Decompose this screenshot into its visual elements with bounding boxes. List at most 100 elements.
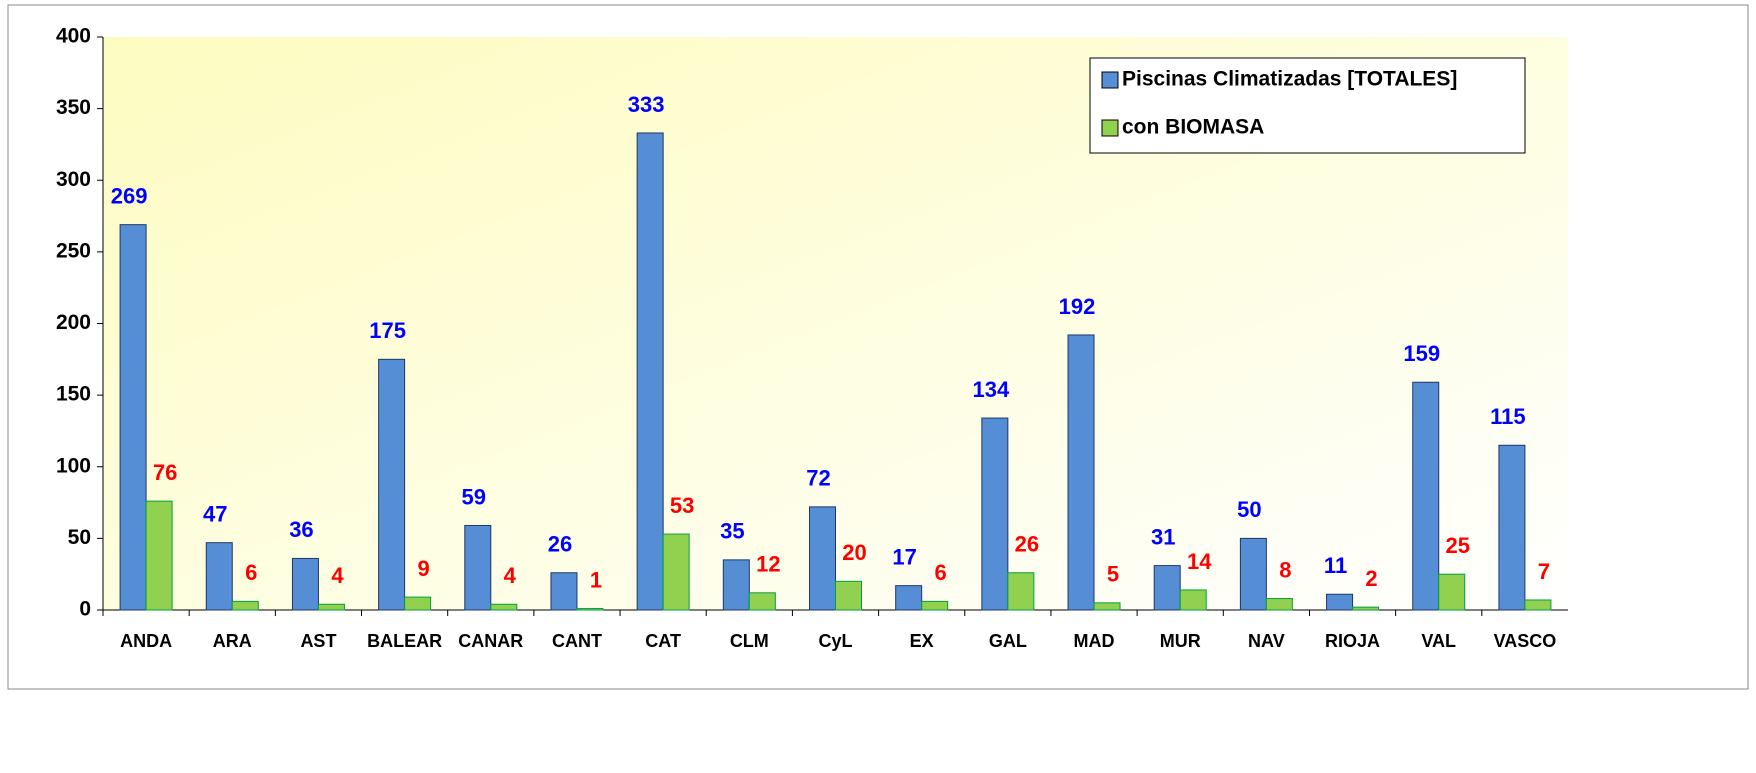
x-tick-label: CANAR xyxy=(458,631,523,651)
value-label: 14 xyxy=(1187,549,1212,574)
bar xyxy=(1179,589,1207,611)
bar xyxy=(1153,565,1181,611)
bar xyxy=(205,542,233,611)
value-label: 1 xyxy=(590,567,602,592)
x-tick-label: RIOJA xyxy=(1325,631,1380,651)
y-tick-label: 200 xyxy=(56,311,91,334)
value-label: 12 xyxy=(756,552,780,577)
y-tick-label: 0 xyxy=(79,598,91,621)
value-label: 50 xyxy=(1237,497,1261,522)
bar xyxy=(119,224,147,611)
bar xyxy=(1239,537,1267,611)
bar xyxy=(1067,334,1095,611)
value-label: 20 xyxy=(842,540,866,565)
bar xyxy=(895,585,923,611)
bar xyxy=(550,572,578,611)
value-label: 9 xyxy=(417,556,429,581)
value-label: 76 xyxy=(153,460,177,485)
value-label: 333 xyxy=(628,92,665,117)
value-label: 26 xyxy=(1015,532,1039,557)
y-tick-label: 250 xyxy=(56,239,91,262)
value-label: 2 xyxy=(1365,566,1377,591)
x-tick-label: VAL xyxy=(1421,631,1456,651)
bar xyxy=(1498,444,1526,611)
x-tick-label: CLM xyxy=(730,631,769,651)
value-label: 26 xyxy=(548,532,572,557)
legend-box xyxy=(1089,57,1526,154)
x-tick-label: MUR xyxy=(1160,631,1201,651)
bar xyxy=(748,592,776,611)
bar xyxy=(722,559,750,611)
bar xyxy=(809,506,836,611)
bar xyxy=(1093,602,1121,611)
x-tick-label: NAV xyxy=(1248,631,1285,651)
legend-swatch xyxy=(1101,119,1119,137)
value-label: 72 xyxy=(806,466,830,491)
value-label: 134 xyxy=(972,377,1009,402)
bar xyxy=(231,600,259,611)
bar xyxy=(1524,599,1552,611)
x-tick-label: CyL xyxy=(818,631,852,651)
bar xyxy=(145,500,173,611)
value-label: 4 xyxy=(504,563,517,588)
bar xyxy=(1412,381,1440,611)
bar xyxy=(490,603,518,611)
bar xyxy=(981,417,1009,611)
x-tick-label: MAD xyxy=(1074,631,1115,651)
bar xyxy=(1352,606,1380,611)
bar xyxy=(378,358,406,611)
value-label: 53 xyxy=(670,493,694,518)
value-label: 25 xyxy=(1445,533,1469,558)
y-tick-label: 100 xyxy=(56,454,91,477)
value-label: 17 xyxy=(892,544,916,569)
bar xyxy=(1438,573,1466,611)
bar xyxy=(662,533,690,611)
value-label: 36 xyxy=(289,517,313,542)
bar xyxy=(404,596,432,611)
bar xyxy=(835,580,862,611)
x-tick-label: GAL xyxy=(989,631,1027,651)
x-tick-label: AST xyxy=(300,631,336,651)
value-label: 4 xyxy=(331,563,344,588)
value-label: 47 xyxy=(203,501,227,526)
y-tick-label: 50 xyxy=(68,526,91,549)
y-tick-label: 150 xyxy=(56,383,91,406)
bar xyxy=(464,524,492,611)
bar xyxy=(1007,572,1035,611)
value-label: 11 xyxy=(1324,553,1347,578)
value-label: 5 xyxy=(1107,562,1119,587)
y-tick-label: 300 xyxy=(56,168,91,191)
bar xyxy=(921,600,949,611)
value-label: 8 xyxy=(1279,557,1291,582)
y-tick-label: 350 xyxy=(56,96,91,119)
value-label: 6 xyxy=(935,560,947,585)
value-label: 192 xyxy=(1059,294,1096,319)
bar xyxy=(576,608,604,611)
x-tick-label: CANT xyxy=(552,631,602,651)
legend-label: con BIOMASA xyxy=(1122,116,1264,139)
bar xyxy=(291,557,319,611)
x-tick-label: EX xyxy=(910,631,934,651)
value-label: 269 xyxy=(111,183,148,208)
x-tick-label: BALEAR xyxy=(367,631,442,651)
value-label: 35 xyxy=(720,519,744,544)
bar xyxy=(317,603,345,611)
value-label: 6 xyxy=(245,560,257,585)
value-label: 7 xyxy=(1538,559,1550,584)
x-tick-label: ARA xyxy=(213,631,252,651)
value-label: 59 xyxy=(462,484,486,509)
x-tick-label: VASCO xyxy=(1494,631,1557,651)
bar xyxy=(1265,598,1293,611)
bar xyxy=(1326,593,1354,611)
value-label: 159 xyxy=(1403,341,1440,366)
value-label: 175 xyxy=(369,318,406,343)
x-tick-label: ANDA xyxy=(120,631,172,651)
legend-swatch xyxy=(1101,71,1119,89)
legend-label: Piscinas Climatizadas [TOTALES] xyxy=(1122,68,1457,91)
value-label: 31 xyxy=(1151,524,1175,549)
bar xyxy=(636,132,664,611)
x-tick-label: CAT xyxy=(645,631,681,651)
y-tick-label: 400 xyxy=(56,25,91,48)
value-label: 115 xyxy=(1490,404,1526,429)
